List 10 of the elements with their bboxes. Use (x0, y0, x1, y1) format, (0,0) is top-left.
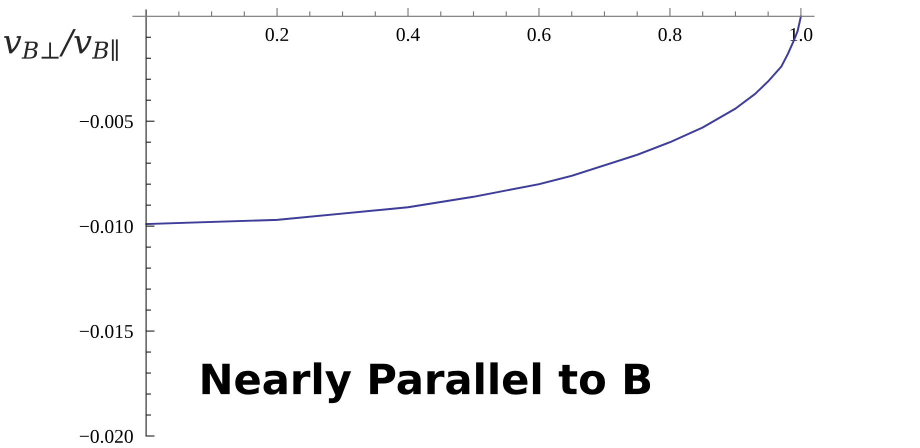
x-tick-label: 0.8 (658, 28, 682, 42)
x-tick-label: 0.2 (266, 28, 288, 42)
annotation: Nearly Parallel to B (202, 362, 650, 404)
y-tick-label: −0.005 (80, 115, 133, 128)
y-axis-title: v$_{B⊥}$/v$_{B∥}$ (4, 29, 118, 61)
y-tick-label: −0.015 (80, 324, 133, 338)
y-tick-label: −0.020 (80, 430, 133, 444)
y-tick-label: −0.010 (80, 220, 133, 234)
x-tick-label: 0.6 (528, 28, 551, 42)
x-tick-label: 0.4 (396, 28, 420, 42)
